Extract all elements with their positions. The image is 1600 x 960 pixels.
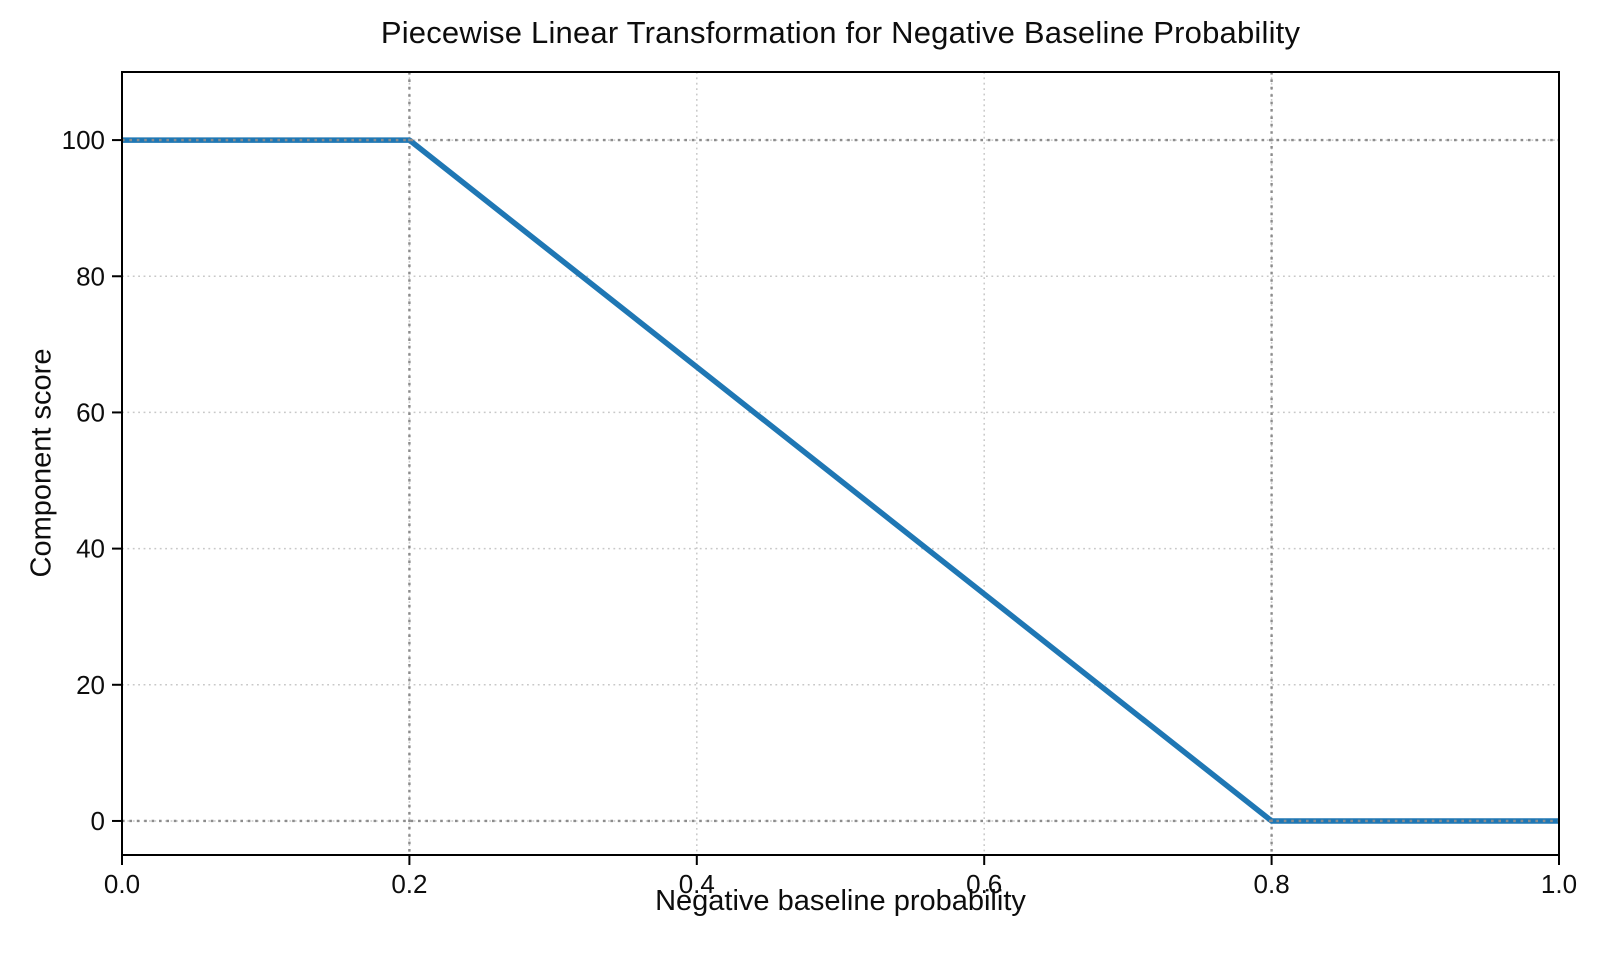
y-tick-label: 100 bbox=[62, 125, 105, 155]
x-tick-label: 0.8 bbox=[1254, 869, 1290, 899]
x-tick-label: 0.4 bbox=[679, 869, 715, 899]
axes-spines bbox=[121, 71, 1560, 856]
x-tick-label: 0.0 bbox=[104, 869, 140, 899]
component-score-line bbox=[122, 137, 1559, 824]
x-axis-label: Negative baseline probability bbox=[655, 885, 1026, 917]
x-tick-label: 0.2 bbox=[391, 869, 427, 899]
y-tick-label: 60 bbox=[76, 397, 105, 427]
y-tick-label: 0 bbox=[91, 806, 105, 836]
x-tick-label: 1.0 bbox=[1541, 869, 1577, 899]
y-tick-label: 20 bbox=[76, 670, 105, 700]
chart-title: Piecewise Linear Transformation for Nega… bbox=[380, 15, 1301, 50]
y-tick-label: 40 bbox=[76, 534, 105, 564]
y-tick-label: 80 bbox=[76, 261, 105, 291]
x-tick-label: 0.6 bbox=[966, 869, 1002, 899]
